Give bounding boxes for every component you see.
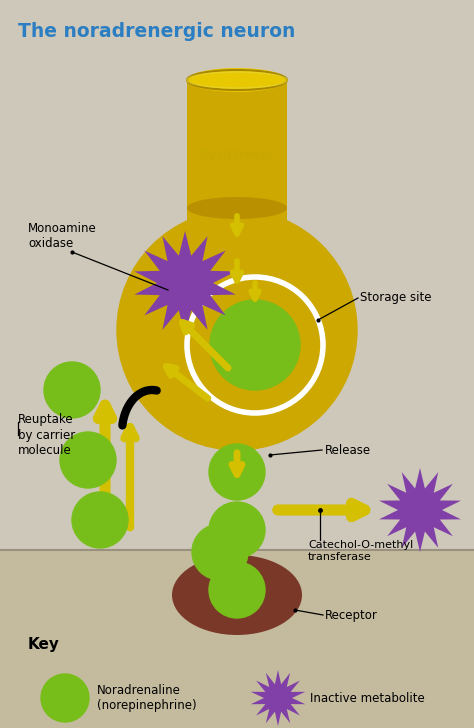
Text: Inactive metabolite: Inactive metabolite	[310, 692, 425, 705]
Text: The noradrenergic neuron: The noradrenergic neuron	[18, 22, 295, 41]
Circle shape	[209, 562, 265, 618]
Text: Receptor: Receptor	[325, 609, 378, 622]
Bar	[187, 203, 287, 243]
Circle shape	[60, 432, 116, 488]
Text: Synthesis: Synthesis	[199, 148, 275, 162]
Polygon shape	[379, 468, 461, 552]
Circle shape	[209, 444, 265, 500]
Text: Noradrenaline
(norepinephrine): Noradrenaline (norepinephrine)	[97, 684, 197, 712]
Text: Key: Key	[28, 638, 60, 652]
Ellipse shape	[187, 68, 287, 92]
Ellipse shape	[187, 197, 287, 219]
Text: Storage site: Storage site	[360, 291, 431, 304]
Text: Monoamine
oxidase: Monoamine oxidase	[28, 222, 97, 250]
Circle shape	[72, 492, 128, 548]
Text: Release: Release	[325, 443, 371, 456]
Polygon shape	[134, 231, 236, 335]
Bar	[187, 80, 287, 208]
Circle shape	[41, 674, 89, 722]
Polygon shape	[251, 670, 305, 726]
Text: Reuptake
by carrier
molecule: Reuptake by carrier molecule	[18, 414, 75, 456]
Circle shape	[192, 524, 248, 580]
Circle shape	[210, 300, 300, 390]
Bar	[0, 550, 474, 728]
Circle shape	[44, 362, 100, 418]
Ellipse shape	[172, 555, 302, 635]
Circle shape	[117, 210, 357, 450]
Text: Catechol-O-methyl
transferase: Catechol-O-methyl transferase	[308, 540, 413, 561]
Circle shape	[209, 502, 265, 558]
